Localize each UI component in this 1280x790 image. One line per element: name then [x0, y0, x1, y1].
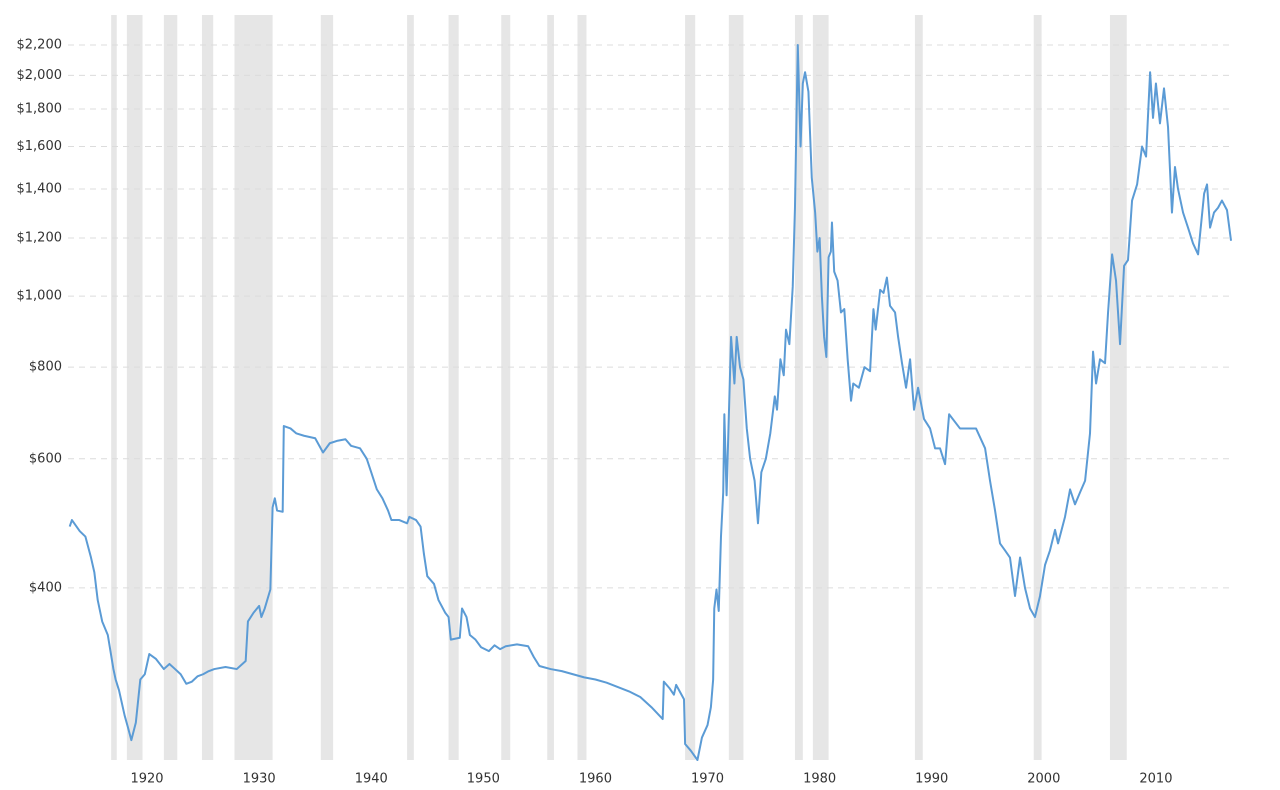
recession-band: [812, 15, 829, 760]
recession-band: [1033, 15, 1042, 760]
y-tick-label: $1,400: [17, 181, 63, 196]
x-tick-label: 1950: [467, 772, 500, 787]
recession-band: [577, 15, 587, 760]
recession-band: [201, 15, 214, 760]
recession-band: [501, 15, 511, 760]
y-tick-label: $1,600: [17, 139, 63, 154]
y-tick-label: $800: [29, 360, 62, 375]
y-tick-label: $1,800: [17, 101, 63, 116]
recession-band: [320, 15, 334, 760]
recession-band: [1109, 15, 1127, 760]
recession-band: [728, 15, 744, 760]
recession-band: [111, 15, 117, 760]
x-tick-label: 2000: [1027, 772, 1060, 787]
x-tick-label: 2010: [1139, 772, 1172, 787]
y-tick-label: $2,000: [17, 68, 63, 83]
recession-band: [234, 15, 273, 760]
x-tick-label: 1920: [130, 772, 163, 787]
recession-band: [407, 15, 414, 760]
recession-band: [547, 15, 554, 760]
x-tick-label: 1940: [355, 772, 388, 787]
y-tick-label: $600: [29, 451, 62, 466]
x-tick-label: 1930: [243, 772, 276, 787]
y-tick-label: $1,200: [17, 231, 63, 246]
recession-band: [794, 15, 803, 760]
recession-band: [685, 15, 696, 760]
recession-band: [126, 15, 143, 760]
x-tick-label: 1970: [691, 772, 724, 787]
y-tick-label: $400: [29, 580, 62, 595]
recession-band: [448, 15, 459, 760]
x-tick-label: 1990: [915, 772, 948, 787]
x-tick-label: 1980: [803, 772, 836, 787]
price-line: [68, 44, 1233, 761]
recession-band: [163, 15, 178, 760]
y-tick-label: $2,200: [17, 38, 63, 53]
x-tick-label: 1960: [579, 772, 612, 787]
y-tick-label: $1,000: [17, 289, 63, 304]
